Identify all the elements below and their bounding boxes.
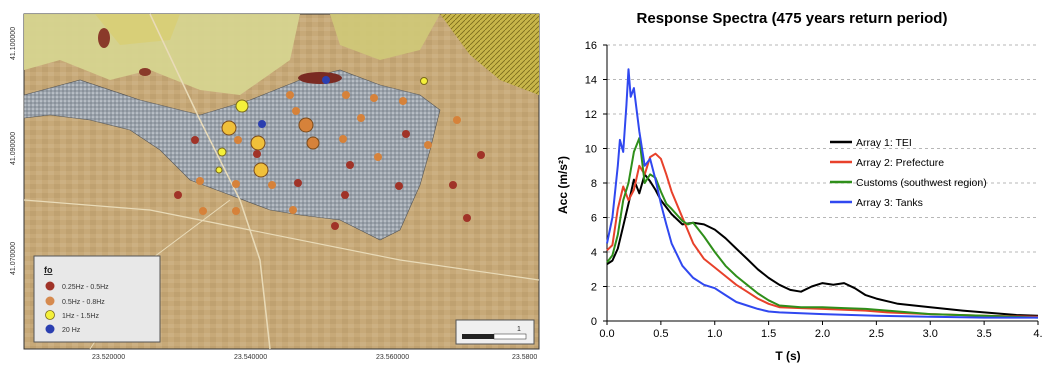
urban-area <box>23 69 441 241</box>
x-tick-label: 0.5 <box>653 328 668 340</box>
geology-patch <box>98 28 110 48</box>
scale-label: 1 <box>517 326 521 333</box>
x-axis-label: T (s) <box>775 349 800 363</box>
map-legend: fo 0.25Hz - 0.5Hz 0.5Hz - 0.8Hz 1Hz - 1.… <box>33 255 161 343</box>
y-tick-label: 2 <box>591 282 597 294</box>
legend-marker <box>45 281 55 291</box>
legend-label: 1Hz - 1.5Hz <box>62 313 99 320</box>
road <box>149 13 271 350</box>
geology-patch <box>298 72 342 84</box>
geology-zone <box>24 14 300 95</box>
coord-label: 23.5800 <box>512 354 537 361</box>
coord-label: 41.100000 <box>10 27 17 60</box>
legend-marker <box>45 310 55 320</box>
x-tick-label: 3.5 <box>976 328 991 340</box>
chart-axes: 0 2 4 6 8 10 12 14 16 0.0 0.5 1.0 1.5 2.0 2.5 3.0 3.5 4. <box>585 40 1043 340</box>
legend-title: fo <box>44 265 53 275</box>
chart-legend: Array 1: TEI Array 2: Prefecture Customs (… <box>830 137 987 209</box>
y-axis-label: Acc (m/s²) <box>556 156 570 214</box>
legend-label: 0.5Hz - 0.8Hz <box>62 299 105 306</box>
x-tick-label: 3.0 <box>923 328 938 340</box>
y-tick-label: 4 <box>591 247 597 259</box>
legend-label: Array 2: Prefecture <box>856 157 944 169</box>
x-tick-label: 2.5 <box>869 328 884 340</box>
geology-map: fo 0.25Hz - 0.5Hz 0.5Hz - 0.8Hz 1Hz - 1.… <box>10 13 540 361</box>
series-line-1 <box>606 173 1039 317</box>
y-tick-label: 6 <box>591 213 597 225</box>
y-tick-label: 16 <box>585 40 597 52</box>
legend-label: Array 3: Tanks <box>856 197 923 209</box>
y-tick-label: 14 <box>585 75 597 87</box>
x-tick-label: 4. <box>1033 328 1042 340</box>
chart-series <box>606 68 1039 319</box>
y-tick-label: 8 <box>591 178 597 190</box>
geology-patch <box>139 68 151 76</box>
coord-label: 23.540000 <box>234 354 267 361</box>
series-line-4 <box>606 68 1038 319</box>
coord-label: 41.090000 <box>10 132 17 165</box>
x-tick-label: 0.0 <box>599 328 614 340</box>
legend-marker <box>45 296 55 306</box>
coord-label: 23.520000 <box>92 354 125 361</box>
x-tick-label: 2.0 <box>815 328 830 340</box>
geology-map-panel: fo 0.25Hz - 0.5Hz 0.5Hz - 0.8Hz 1Hz - 1.… <box>10 13 540 361</box>
x-tick-label: 1.0 <box>707 328 722 340</box>
y-tick-label: 10 <box>585 144 597 156</box>
y-tick-label: 0 <box>591 316 597 328</box>
hatched-zone <box>440 14 539 95</box>
road <box>23 199 540 281</box>
legend-label: Customs (southwest region) <box>856 177 987 189</box>
x-tick-label: 1.5 <box>761 328 776 340</box>
y-tick-label: 12 <box>585 109 597 121</box>
response-spectra-chart-panel: Response Spectra (475 years return perio… <box>547 0 1046 363</box>
series-line-3 <box>606 137 1039 319</box>
chart-title: Response Spectra (475 years return perio… <box>637 10 948 27</box>
coord-label: 41.070000 <box>10 242 17 275</box>
response-spectra-chart: Response Spectra (475 years return perio… <box>547 0 1046 363</box>
scale-bar: 1 <box>455 319 535 345</box>
legend-marker <box>45 324 55 334</box>
legend-label: 0.25Hz - 0.5Hz <box>62 284 109 291</box>
geology-zone <box>95 14 180 45</box>
legend-label: Array 1: TEI <box>856 137 912 149</box>
coord-label: 23.560000 <box>376 354 409 361</box>
legend-label: 20 Hz <box>62 327 81 334</box>
series-line-2 <box>606 152 1039 318</box>
measurement-points <box>174 76 485 230</box>
geology-zone <box>330 14 440 60</box>
